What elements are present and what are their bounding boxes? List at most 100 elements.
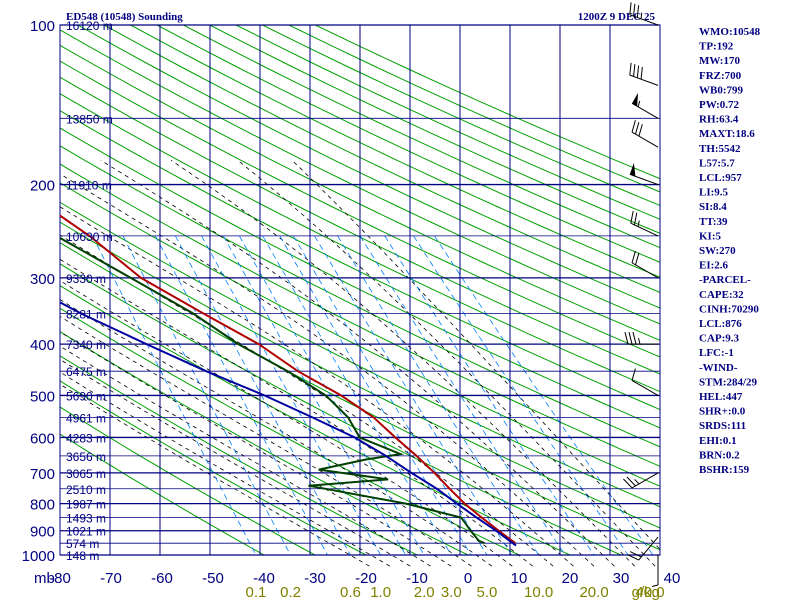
mixing-ratio-line: [434, 235, 654, 556]
moist-adiabat-line: [60, 345, 431, 567]
moist-adiabat-line: [60, 234, 554, 567]
temperature-tick-label: -70: [100, 570, 122, 587]
moist-adiabat-line: [100, 159, 615, 567]
mixing-ratio-line: [175, 235, 351, 556]
mixing-ratio-labels: 0.1 0.2 0.6 1.0 2.0 3.0 5.0 10.0 20.0 40.0: [246, 584, 665, 600]
stability-index-item: HEL:447: [699, 391, 743, 403]
pressure-tick-label: 100: [30, 18, 55, 35]
wind-barb-half-flag: [638, 337, 641, 345]
wind-barb-pennant: [632, 92, 639, 107]
moist-adiabat-line: [170, 159, 635, 567]
wind-barb-flag: [629, 2, 632, 15]
dewpoint-profile: [60, 236, 486, 545]
wind-barb: [627, 536, 659, 561]
stability-index-item: TH:5542: [699, 143, 741, 155]
wind-barb-flag: [629, 62, 632, 76]
wind-barb-flag: [631, 120, 636, 133]
wind-barb-flag: [631, 368, 636, 381]
wind-barb: [631, 368, 659, 396]
isobar-isotherm-grid: [59, 24, 661, 556]
wind-barb: [631, 120, 659, 148]
wind-barb: [630, 210, 659, 237]
height-label: 1021 m: [66, 525, 106, 539]
sounding-profiles: [60, 214, 517, 547]
wind-barb-flag: [633, 3, 636, 17]
stability-index-item: LCL:876: [699, 318, 742, 330]
temperature-tick-label: -40: [253, 570, 275, 587]
mixing-ratio-label: 20.0: [579, 584, 608, 600]
stability-index-item: BSHR:159: [699, 464, 750, 476]
height-label: 1987 m: [66, 498, 106, 512]
wind-barb-half-flag: [637, 100, 641, 107]
parcel-profile: [60, 301, 517, 547]
wind-barb: [629, 62, 659, 86]
mixing-ratio-line: [359, 235, 566, 556]
wind-barb-flag: [627, 554, 639, 561]
temperature-tick-label: -10: [406, 570, 428, 587]
mixing-ratio-label: 0.6: [340, 584, 361, 600]
wind-barb-staff: [631, 102, 659, 119]
mixing-ratio-label: 10.0: [524, 584, 553, 600]
stability-index-item: WMO:10548: [699, 26, 761, 38]
wind-barb-flag: [640, 66, 643, 80]
height-label: 13850 m: [66, 112, 113, 126]
pressure-tick-label: 300: [30, 271, 55, 288]
height-label: 3065 m: [66, 467, 106, 481]
wind-barb: [651, 555, 659, 587]
stability-index-item: -WIND-: [699, 362, 738, 374]
wind-barb-flag: [630, 210, 634, 224]
moist-adiabat-line: [60, 280, 513, 567]
temperature-tick-label: 30: [613, 570, 630, 587]
stability-index-item: SHR+:0.0: [699, 406, 746, 418]
mixing-ratio-label: 0.1: [246, 584, 267, 600]
moist-adiabat-lines: [60, 159, 660, 567]
temperature-tick-label: 20: [562, 570, 579, 587]
stability-index-item: CAP:9.3: [699, 333, 740, 345]
wind-barb-half-flag: [634, 479, 640, 485]
wind-barb-flag: [635, 122, 640, 135]
pressure-tick-labels: 100 200 300 400 500 600 700 800 900 1000: [22, 18, 55, 565]
stability-index-item: EI:2.6: [699, 260, 729, 272]
pressure-tick-label: 400: [30, 337, 55, 354]
temperature-tick-label: -20: [355, 570, 377, 587]
wind-barb-staff: [638, 536, 659, 561]
stability-index-item: -PARCEL-: [699, 274, 751, 286]
wind-barb: [623, 472, 659, 489]
height-label: 574 m: [66, 537, 99, 551]
height-labels: 16120 m 13850 m 11910 m 10630 m 9330 m 8281 m…: [66, 19, 113, 563]
height-label: 5690 m: [66, 389, 106, 403]
mixing-ratio-label: 5.0: [477, 584, 498, 600]
moist-adiabat-line: [60, 358, 411, 567]
mixing-ratio-line: [293, 235, 488, 556]
wind-barb-flag: [636, 65, 640, 78]
moist-adiabat-line: [60, 299, 493, 567]
stability-index-item: TP:192: [699, 41, 734, 53]
wind-barb-half-flag: [637, 220, 640, 227]
wind-barb: [624, 331, 658, 345]
height-label: 10630 m: [66, 230, 113, 244]
mixing-ratio-label: 0.2: [280, 584, 301, 600]
mixing-ratio-line: [262, 235, 452, 556]
stability-index-item: LFC:-1: [699, 347, 734, 359]
observation-time: 1200Z 9 DEC 25: [578, 11, 656, 23]
dry-adiabat-line: [60, 201, 660, 508]
mixing-ratio-label: 40.0: [635, 584, 664, 600]
wind-barbs: [623, 2, 659, 587]
moist-adiabat-line: [60, 316, 472, 567]
dry-adiabat-line: [103, 25, 660, 293]
pressure-unit-label: mb: [34, 570, 55, 587]
pressure-tick-label: 500: [30, 388, 55, 405]
pressure-tick-label: 800: [30, 497, 55, 514]
mixing-ratio-label: 2.0: [414, 584, 435, 600]
wind-barb-staff: [631, 380, 659, 396]
moist-adiabat-line: [60, 371, 391, 567]
mixing-ratio-line: [384, 235, 595, 556]
mixing-ratio-line: [201, 235, 381, 556]
stability-index-item: EHI:0.1: [699, 435, 737, 447]
wind-barb-flag: [631, 250, 636, 264]
stability-index-item: KI:5: [699, 230, 722, 242]
plot-frame: [59, 24, 661, 556]
moist-adiabat-line: [60, 173, 595, 567]
wind-barb-staff: [631, 472, 659, 489]
stability-index-item: CAPE:32: [699, 289, 744, 301]
